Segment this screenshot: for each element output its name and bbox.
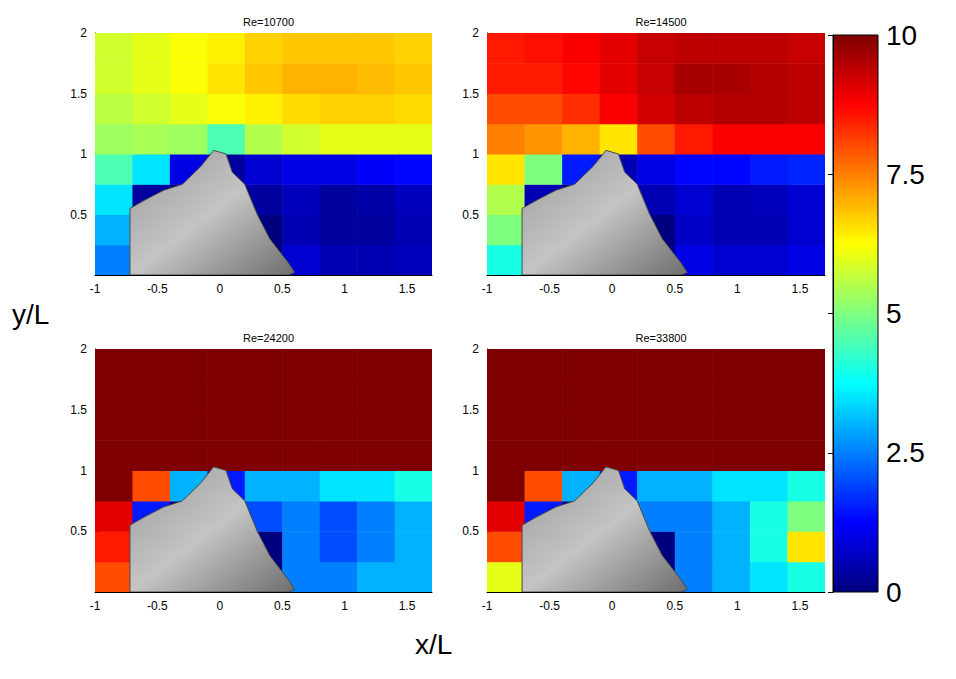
- svg-text:1.5: 1.5: [399, 282, 416, 296]
- svg-text:x/L: x/L: [415, 629, 452, 660]
- svg-text:-0.5: -0.5: [147, 282, 168, 296]
- svg-text:0: 0: [216, 599, 223, 613]
- svg-text:-1: -1: [482, 599, 493, 613]
- svg-text:-1: -1: [90, 599, 101, 613]
- svg-text:1: 1: [472, 147, 479, 161]
- svg-text:0: 0: [216, 282, 223, 296]
- svg-text:2: 2: [80, 26, 87, 40]
- svg-text:5: 5: [886, 298, 902, 329]
- svg-text:-1: -1: [90, 282, 101, 296]
- svg-text:1: 1: [734, 282, 741, 296]
- svg-text:Re=10700: Re=10700: [243, 16, 294, 28]
- svg-text:0.5: 0.5: [462, 524, 479, 538]
- svg-text:0: 0: [609, 599, 616, 613]
- svg-text:0.5: 0.5: [274, 599, 291, 613]
- svg-text:1: 1: [80, 464, 87, 478]
- svg-text:0.5: 0.5: [666, 599, 683, 613]
- svg-text:0: 0: [886, 577, 902, 608]
- svg-text:2.5: 2.5: [886, 437, 925, 468]
- svg-text:0.5: 0.5: [70, 208, 87, 222]
- svg-text:2: 2: [472, 342, 479, 356]
- svg-text:-0.5: -0.5: [147, 599, 168, 613]
- svg-text:1: 1: [80, 147, 87, 161]
- svg-text:1.5: 1.5: [70, 87, 87, 101]
- svg-text:0.5: 0.5: [274, 282, 291, 296]
- svg-text:1.5: 1.5: [70, 403, 87, 417]
- svg-text:-0.5: -0.5: [539, 599, 560, 613]
- svg-text:0.5: 0.5: [666, 282, 683, 296]
- svg-text:Re=24200: Re=24200: [243, 332, 294, 344]
- svg-text:2: 2: [472, 26, 479, 40]
- svg-text:0: 0: [609, 282, 616, 296]
- svg-text:Re=33800: Re=33800: [635, 332, 686, 344]
- svg-text:y/L: y/L: [12, 299, 49, 330]
- svg-text:1: 1: [472, 464, 479, 478]
- svg-text:Re=14500: Re=14500: [635, 16, 686, 28]
- svg-text:1.5: 1.5: [792, 282, 809, 296]
- svg-text:1.5: 1.5: [792, 599, 809, 613]
- svg-text:-1: -1: [482, 282, 493, 296]
- svg-text:1: 1: [341, 282, 348, 296]
- svg-text:1: 1: [734, 599, 741, 613]
- svg-text:2: 2: [80, 342, 87, 356]
- svg-text:1: 1: [341, 599, 348, 613]
- svg-text:-0.5: -0.5: [539, 282, 560, 296]
- svg-text:10: 10: [886, 20, 917, 51]
- svg-text:1.5: 1.5: [399, 599, 416, 613]
- svg-text:1.5: 1.5: [462, 87, 479, 101]
- svg-text:1.5: 1.5: [462, 403, 479, 417]
- svg-text:0.5: 0.5: [70, 524, 87, 538]
- svg-text:7.5: 7.5: [886, 159, 925, 190]
- svg-text:0.5: 0.5: [462, 208, 479, 222]
